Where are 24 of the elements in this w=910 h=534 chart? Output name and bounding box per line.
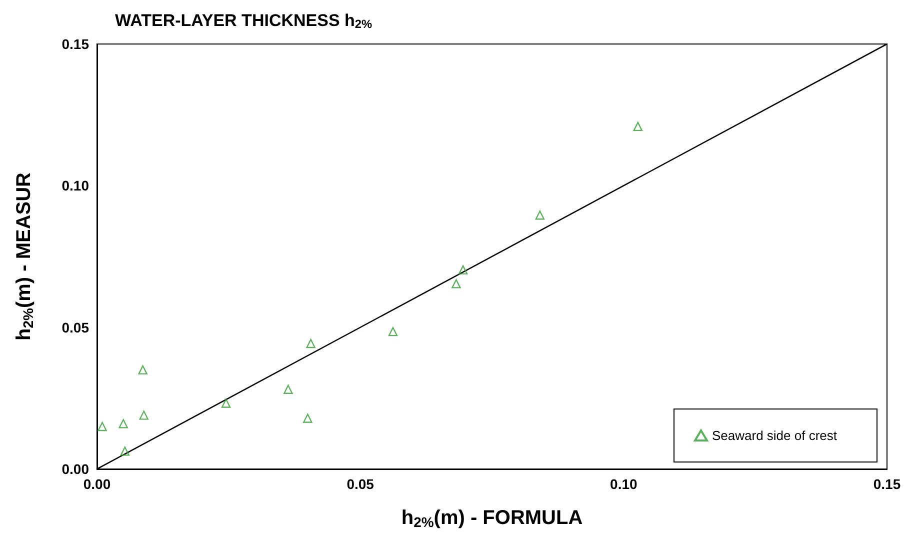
y-tick-label: 0.05 [62, 319, 90, 336]
x-tick-label: 0.05 [346, 476, 374, 492]
y-tick-label: 0.15 [62, 36, 90, 52]
y-axis-title: h2%(m) - MEASUR [13, 172, 36, 340]
point [138, 365, 148, 374]
y-tick-label: 0.00 [62, 461, 90, 477]
x-tick-label: 0.00 [83, 476, 111, 492]
point [388, 326, 398, 336]
x-tick-label: 0.15 [873, 476, 901, 492]
point [98, 422, 107, 432]
x-tick-label: 0.10 [610, 476, 638, 492]
legend-label: Seaward side of crest [712, 428, 838, 443]
point [535, 210, 545, 220]
y-tick-label: 0.10 [62, 178, 90, 194]
point [120, 446, 130, 456]
point [139, 410, 148, 420]
point [306, 338, 316, 348]
point [633, 122, 642, 132]
point [118, 419, 128, 428]
point [458, 265, 468, 274]
point [221, 398, 231, 408]
point [284, 384, 293, 394]
point [303, 414, 312, 423]
point [452, 279, 461, 288]
